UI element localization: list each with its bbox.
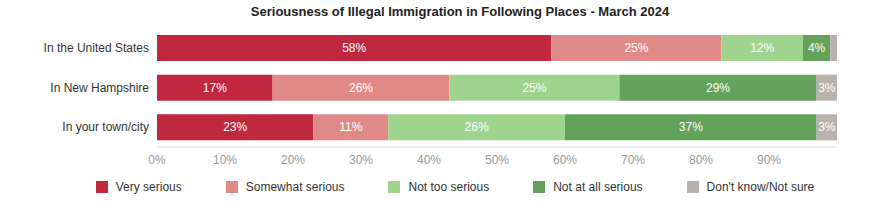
html-text:Not too serious: Not too serious bbox=[408, 180, 490, 194]
svg-text:70%: 70% bbox=[621, 153, 645, 167]
svg-text:23%: 23% bbox=[223, 120, 247, 134]
svg-text:30%: 30% bbox=[349, 153, 373, 167]
svg-text:29%: 29% bbox=[706, 81, 730, 95]
svg-text:58%: 58% bbox=[342, 41, 366, 55]
svg-text:11%: 11% bbox=[339, 120, 362, 134]
svg-text:80%: 80% bbox=[689, 153, 713, 167]
html-text:Seriousness of Illegal Immigra: Seriousness of Illegal Immigration in Fo… bbox=[250, 4, 670, 19]
html-text:Very serious: Very serious bbox=[115, 180, 182, 194]
html-text:Not at all serious: Not at all serious bbox=[553, 180, 643, 194]
svg-text:40%: 40% bbox=[417, 153, 441, 167]
html-text:Somewhat serious: Somewhat serious bbox=[245, 180, 345, 194]
svg-text:17%: 17% bbox=[203, 81, 227, 95]
svg-text:90%: 90% bbox=[757, 153, 781, 167]
svg-text:3%: 3% bbox=[818, 120, 836, 134]
svg-text:3%: 3% bbox=[818, 81, 836, 95]
html-text:Don't know/Not sure: Don't know/Not sure bbox=[706, 180, 815, 194]
svg-text:0%: 0% bbox=[148, 153, 166, 167]
svg-text:12%: 12% bbox=[750, 41, 774, 55]
svg-text:26%: 26% bbox=[349, 81, 373, 95]
svg-text:In your town/city: In your town/city bbox=[62, 120, 149, 134]
svg-text:20%: 20% bbox=[281, 153, 305, 167]
svg-text:37%: 37% bbox=[679, 120, 703, 134]
svg-text:10%: 10% bbox=[213, 153, 237, 167]
svg-text:4%: 4% bbox=[808, 41, 826, 55]
svg-text:In New Hampshire: In New Hampshire bbox=[50, 81, 149, 95]
svg-text:26%: 26% bbox=[465, 120, 489, 134]
svg-text:In the United States: In the United States bbox=[44, 41, 149, 55]
svg-text:25%: 25% bbox=[522, 81, 546, 95]
svg-text:50%: 50% bbox=[485, 153, 509, 167]
svg-text:25%: 25% bbox=[624, 41, 648, 55]
svg-text:60%: 60% bbox=[553, 153, 577, 167]
